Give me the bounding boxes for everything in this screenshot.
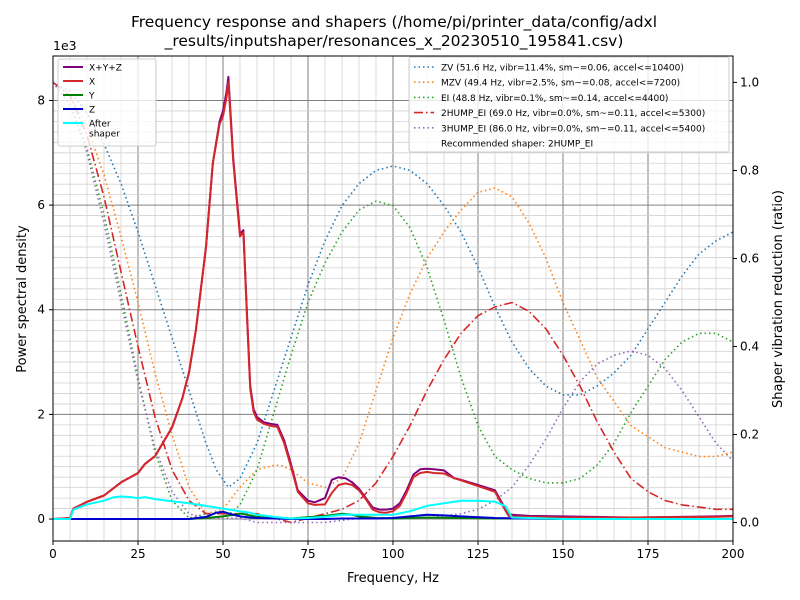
y2-tick-label: 0.0 bbox=[740, 516, 759, 530]
plot-area bbox=[53, 75, 733, 524]
y-axis-label: Power spectral density bbox=[15, 225, 30, 373]
legend-psd-label: After shaper bbox=[89, 120, 120, 140]
y-tick-label: 8 bbox=[37, 93, 45, 107]
y2-tick-label: 0.4 bbox=[740, 339, 759, 353]
y2-tick-label: 0.2 bbox=[740, 427, 759, 441]
legend-shaper-label: 2HUMP_EI (69.0 Hz, vibr=0.0%, sm~=0.11, … bbox=[441, 109, 705, 119]
shaper-line-4 bbox=[53, 81, 733, 524]
legend-psd-label: Z bbox=[89, 106, 95, 116]
x-tick-label: 125 bbox=[467, 547, 490, 561]
series-group bbox=[53, 75, 733, 524]
psd-line-1 bbox=[53, 81, 733, 520]
y2-tick-label: 1.0 bbox=[740, 75, 759, 89]
y2-tick-label: 0.6 bbox=[740, 251, 759, 265]
legend-psd-label: X bbox=[89, 78, 95, 88]
legend-psd-label-line: After bbox=[89, 120, 111, 130]
y-tick-label: 6 bbox=[37, 198, 45, 212]
y2-axis-label: Shaper vibration reduction (ratio) bbox=[771, 190, 786, 408]
legend-psd-label: X+Y+Z bbox=[89, 64, 122, 74]
chart-title-line-2: _results/inputshaper/resonances_x_202305… bbox=[164, 32, 624, 51]
y2-tick-label: 0.8 bbox=[740, 163, 759, 177]
chart-title-line-1: Frequency response and shapers (/home/pi… bbox=[131, 13, 657, 32]
y-multiplier-label: 1e3 bbox=[53, 38, 77, 53]
x-tick-label: 100 bbox=[382, 547, 405, 561]
shaper-line-2 bbox=[53, 81, 733, 519]
x-tick-label: 150 bbox=[552, 547, 575, 561]
legend-psd-label: Y bbox=[88, 92, 95, 102]
x-tick-label: 0 bbox=[49, 547, 57, 561]
legend-shapers-box bbox=[408, 56, 730, 153]
y-tick-label: 4 bbox=[37, 303, 45, 317]
x-tick-label: 75 bbox=[300, 547, 315, 561]
legend-psd: X+Y+Z XYZ After shaper bbox=[57, 58, 157, 147]
legend-shaper-label: ZV (51.6 Hz, vibr=11.4%, sm~=0.06, accel… bbox=[441, 64, 684, 74]
legend-shaper-label: MZV (49.4 Hz, vibr=2.5%, sm~=0.08, accel… bbox=[441, 79, 680, 89]
legend-recommendation: Recommended shaper: 2HUMP_EI bbox=[441, 140, 593, 150]
y-tick-label: 0 bbox=[37, 512, 45, 526]
y-tick-label: 2 bbox=[37, 407, 45, 421]
x-tick-label: 200 bbox=[722, 547, 745, 561]
axes: 0 25 50 75 100 125 150 175 200 0 2 4 6 8 0.0 0.2 0.4 0.6 0… bbox=[37, 55, 759, 561]
legend-psd-label-line: shaper bbox=[89, 130, 120, 140]
psd-line-4 bbox=[53, 495, 733, 520]
legend-shapers: ZV (51.6 Hz, vibr=11.4%, sm~=0.06, accel… bbox=[408, 56, 730, 153]
legend-shaper-label: EI (48.8 Hz, vibr=0.1%, sm~=0.14, accel<… bbox=[441, 94, 668, 104]
x-axis-label: Frequency, Hz bbox=[347, 571, 439, 586]
legend-shaper-label: 3HUMP_EI (86.0 Hz, vibr=0.0%, sm~=0.11, … bbox=[441, 124, 705, 134]
x-tick-label: 50 bbox=[215, 547, 230, 561]
x-tick-label: 25 bbox=[130, 547, 145, 561]
psd-line-3 bbox=[53, 510, 733, 520]
x-tick-label: 175 bbox=[637, 547, 660, 561]
shaper-line-3 bbox=[53, 81, 733, 524]
shaper-line-1 bbox=[53, 81, 733, 515]
